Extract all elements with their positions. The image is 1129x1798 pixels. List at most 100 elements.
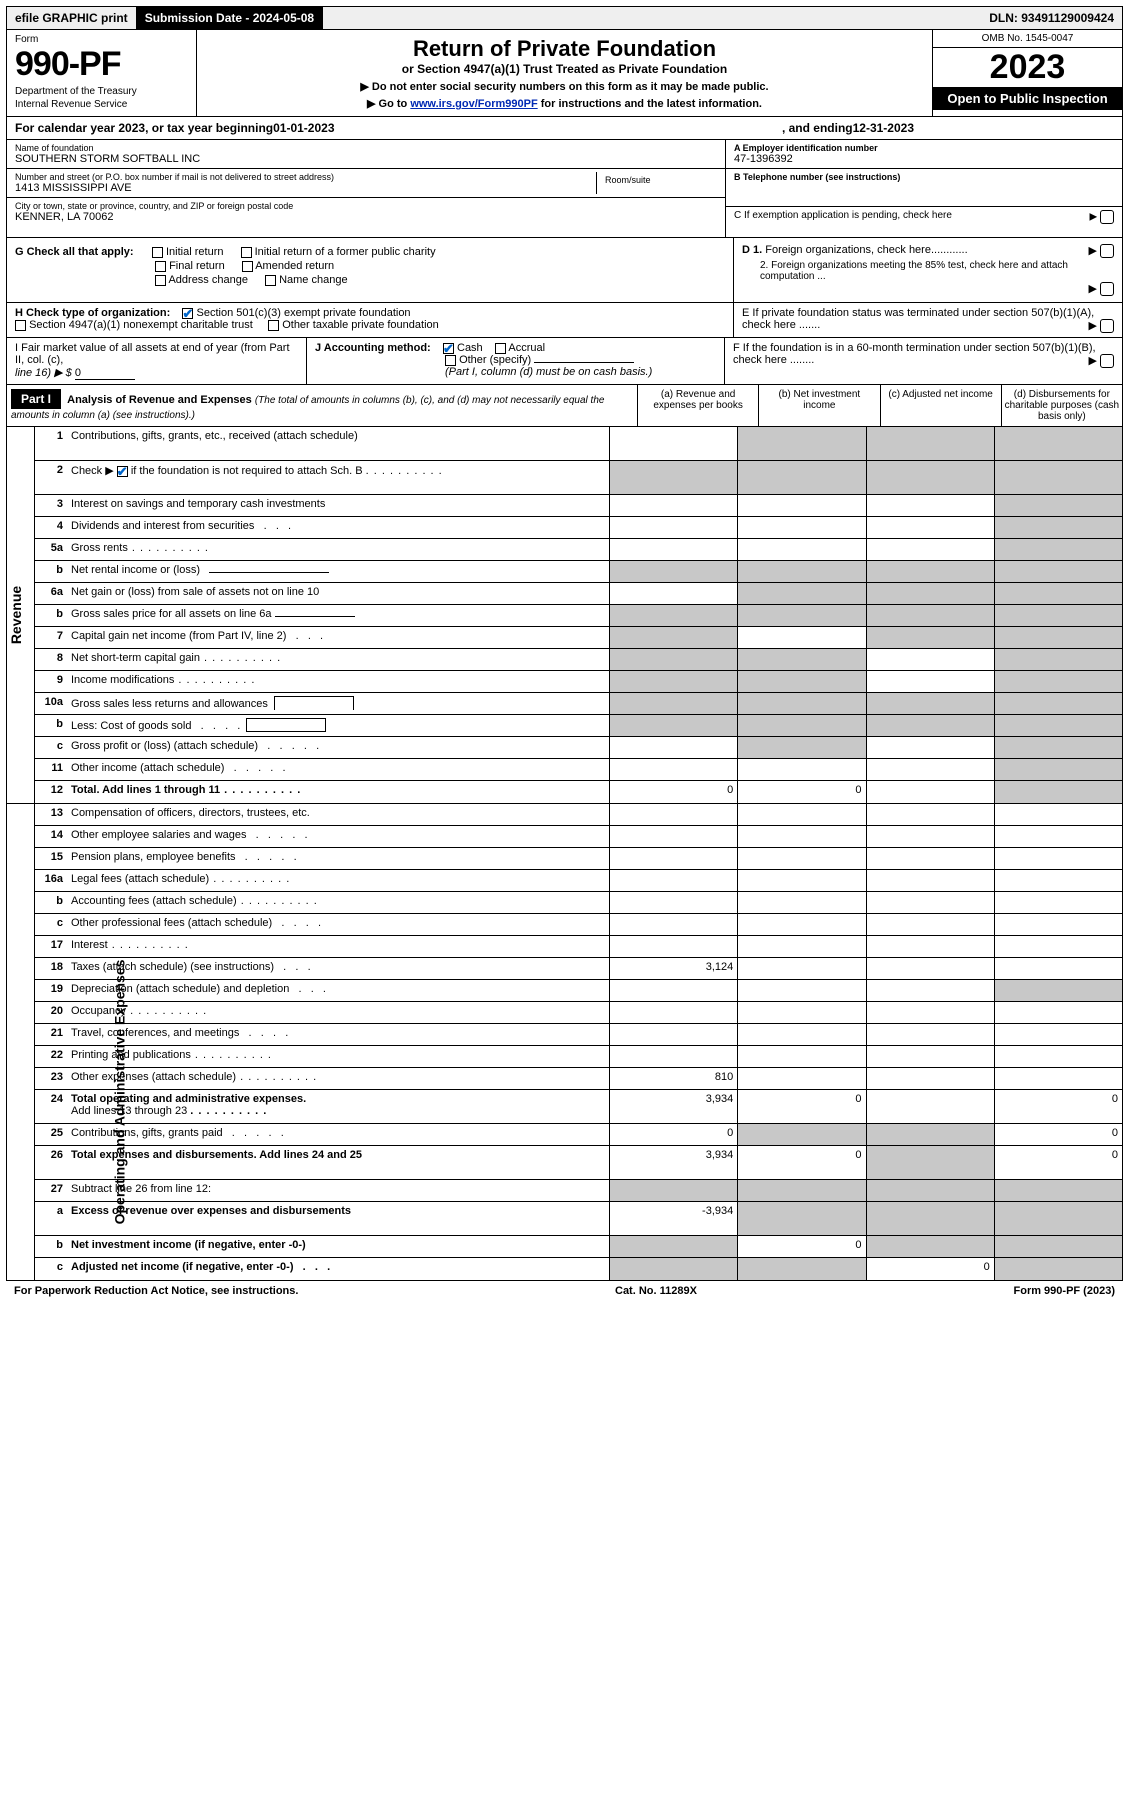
row-16b-desc: Accounting fees (attach schedule): [69, 892, 609, 913]
part1-header: Part I Analysis of Revenue and Expenses …: [6, 385, 1123, 427]
dept-irs: Internal Revenue Service: [15, 99, 188, 110]
address-change-checkbox[interactable]: [155, 275, 166, 286]
omb-number: OMB No. 1545-0047: [933, 30, 1122, 48]
section-h: H Check type of organization: Section 50…: [6, 303, 1123, 338]
r24-d: 0: [994, 1090, 1122, 1123]
other-method-checkbox[interactable]: [445, 355, 456, 366]
r27b-b: 0: [737, 1236, 865, 1257]
r24-a: 3,934: [609, 1090, 737, 1123]
footer-mid: Cat. No. 11289X: [615, 1285, 697, 1297]
r26-a: 3,934: [609, 1146, 737, 1179]
initial-return-checkbox[interactable]: [152, 247, 163, 258]
row-27-desc: Subtract line 26 from line 12:: [69, 1180, 609, 1201]
d2-label: 2. Foreign organizations meeting the 85%…: [742, 260, 1114, 282]
row-5a-desc: Gross rents: [69, 539, 609, 560]
submission-date: Submission Date - 2024-05-08: [137, 7, 323, 29]
col-b-header: (b) Net investment income: [758, 385, 879, 426]
name-change-checkbox[interactable]: [265, 275, 276, 286]
row-18-desc: Taxes (attach schedule) (see instruction…: [69, 958, 609, 979]
phone-label: B Telephone number (see instructions): [734, 172, 1114, 182]
r12-b: 0: [737, 781, 865, 803]
i-label: I Fair market value of all assets at end…: [15, 342, 298, 366]
j-note: (Part I, column (d) must be on cash basi…: [445, 366, 652, 378]
d1-checkbox[interactable]: [1100, 244, 1114, 258]
row-2-desc: Check ▶ if the foundation is not require…: [69, 461, 609, 494]
row-6b-desc: Gross sales price for all assets on line…: [69, 605, 609, 626]
fmv-value: 0: [75, 367, 135, 380]
footer-left: For Paperwork Reduction Act Notice, see …: [14, 1285, 298, 1297]
row-22-desc: Printing and publications: [69, 1046, 609, 1067]
row-15-desc: Pension plans, employee benefits . . . .…: [69, 848, 609, 869]
foundation-city: KENNER, LA 70062: [15, 211, 717, 223]
e-checkbox[interactable]: [1100, 319, 1114, 333]
row-6a-desc: Net gain or (loss) from sale of assets n…: [69, 583, 609, 604]
row-14-desc: Other employee salaries and wages . . . …: [69, 826, 609, 847]
row-10b-desc: Less: Cost of goods sold . . . .: [69, 715, 609, 736]
row-24-desc: Total operating and administrative expen…: [69, 1090, 609, 1123]
row-4-desc: Dividends and interest from securities .…: [69, 517, 609, 538]
row-16a-desc: Legal fees (attach schedule): [69, 870, 609, 891]
foundation-name: SOUTHERN STORM SOFTBALL INC: [15, 153, 717, 165]
501c3-checkbox[interactable]: [182, 308, 193, 319]
open-inspection: Open to Public Inspection: [933, 87, 1122, 110]
j-label: J Accounting method:: [315, 342, 431, 354]
d2-checkbox[interactable]: [1100, 282, 1114, 296]
year-end: 12-31-2023: [853, 121, 914, 135]
row-12-desc: Total. Add lines 1 through 11: [69, 781, 609, 803]
initial-former-checkbox[interactable]: [241, 247, 252, 258]
amended-return-checkbox[interactable]: [242, 261, 253, 272]
final-return-checkbox[interactable]: [155, 261, 166, 272]
top-bar: efile GRAPHIC print Submission Date - 20…: [6, 6, 1123, 30]
row-27c-desc: Adjusted net income (if negative, enter …: [69, 1258, 609, 1280]
cash-checkbox[interactable]: [443, 343, 454, 354]
schb-checkbox[interactable]: [117, 466, 128, 477]
form-number: 990-PF: [15, 45, 188, 84]
4947-checkbox[interactable]: [15, 320, 26, 331]
city-label: City or town, state or province, country…: [15, 201, 717, 211]
expenses-side-label: Operating and Administrative Expenses: [111, 960, 127, 1225]
row-1-desc: Contributions, gifts, grants, etc., rece…: [69, 427, 609, 460]
row-5b-desc: Net rental income or (loss): [69, 561, 609, 582]
year-begin: 01-01-2023: [273, 121, 334, 135]
e-label: E If private foundation status was termi…: [742, 307, 1094, 331]
ein-label: A Employer identification number: [734, 143, 1114, 153]
ein-value: 47-1396392: [734, 153, 1114, 165]
row-16c-desc: Other professional fees (attach schedule…: [69, 914, 609, 935]
row-8-desc: Net short-term capital gain: [69, 649, 609, 670]
row-17-desc: Interest: [69, 936, 609, 957]
row-11-desc: Other income (attach schedule) . . . . .: [69, 759, 609, 780]
row-9-desc: Income modifications: [69, 671, 609, 692]
g-label: G Check all that apply:: [15, 246, 134, 258]
r25-d: 0: [994, 1124, 1122, 1145]
part1-label: Part I: [11, 389, 61, 409]
c-checkbox[interactable]: [1100, 210, 1114, 224]
row-25-desc: Contributions, gifts, grants paid . . . …: [69, 1124, 609, 1145]
col-c-header: (c) Adjusted net income: [880, 385, 1001, 426]
row-13-desc: Compensation of officers, directors, tru…: [69, 804, 609, 825]
form-title: Return of Private Foundation: [207, 36, 922, 62]
section-ij: I Fair market value of all assets at end…: [6, 338, 1123, 385]
r26-b: 0: [737, 1146, 865, 1179]
other-taxable-checkbox[interactable]: [268, 320, 279, 331]
irs-link[interactable]: www.irs.gov/Form990PF: [410, 98, 537, 110]
row-23-desc: Other expenses (attach schedule): [69, 1068, 609, 1089]
r23-a: 810: [609, 1068, 737, 1089]
form-header: Form 990-PF Department of the Treasury I…: [6, 30, 1123, 117]
info-grid: Name of foundation SOUTHERN STORM SOFTBA…: [6, 140, 1123, 238]
efile-label[interactable]: efile GRAPHIC print: [7, 7, 137, 29]
row-3-desc: Interest on savings and temporary cash i…: [69, 495, 609, 516]
foundation-addr: 1413 MISSISSIPPI AVE: [15, 182, 596, 194]
c-label: C If exemption application is pending, c…: [734, 210, 952, 221]
revenue-side-label: Revenue: [8, 586, 24, 644]
name-label: Name of foundation: [15, 143, 717, 153]
room-label: Room/suite: [605, 175, 709, 185]
r26-d: 0: [994, 1146, 1122, 1179]
dept-treasury: Department of the Treasury: [15, 86, 188, 97]
col-a-header: (a) Revenue and expenses per books: [637, 385, 758, 426]
f-checkbox[interactable]: [1100, 354, 1114, 368]
revenue-table: Revenue 1Contributions, gifts, grants, e…: [6, 427, 1123, 804]
row-26-desc: Total expenses and disbursements. Add li…: [69, 1146, 609, 1179]
r27c-c: 0: [866, 1258, 994, 1280]
row-20-desc: Occupancy: [69, 1002, 609, 1023]
accrual-checkbox[interactable]: [495, 343, 506, 354]
